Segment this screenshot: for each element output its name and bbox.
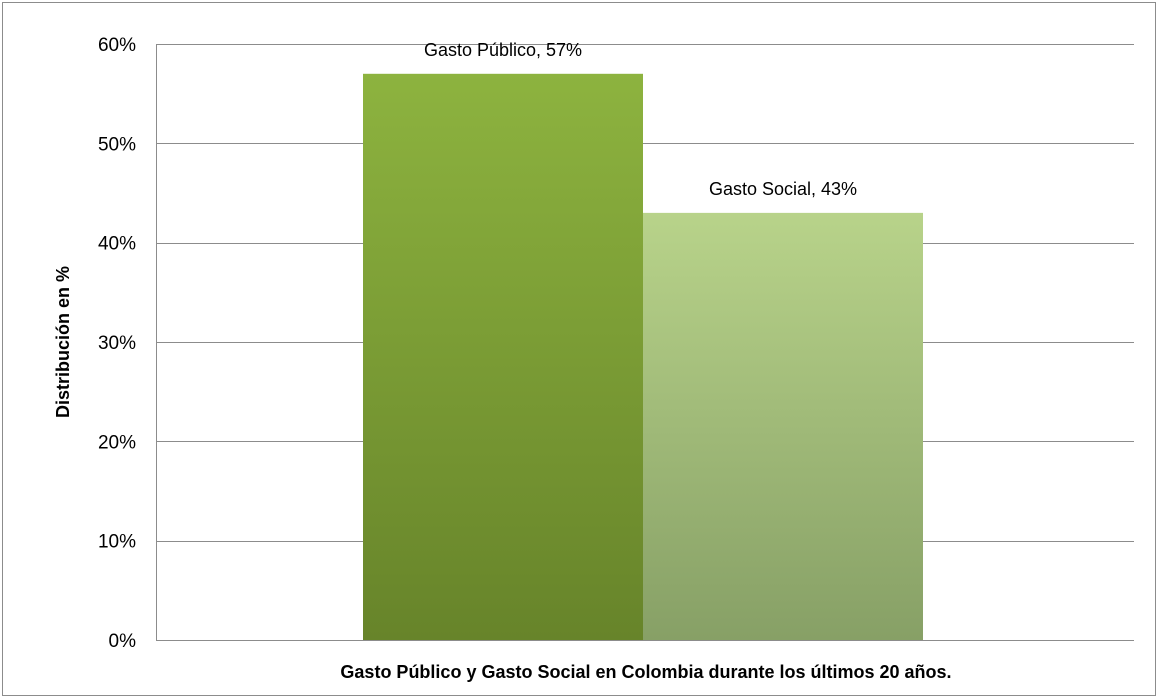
y-axis-ticks: 0% 10% 20% 30% 40% 50% 60% — [98, 35, 136, 652]
y-axis-title: Distribución en % — [53, 266, 73, 418]
bars — [363, 73, 923, 641]
data-label: Gasto Social, 43% — [709, 179, 857, 199]
y-tick-label: 50% — [98, 134, 136, 155]
y-tick-label: 0% — [109, 631, 137, 652]
y-tick-label: 60% — [98, 35, 136, 56]
bar-gasto-social — [643, 212, 923, 640]
data-label: Gasto Público, 57% — [424, 40, 582, 60]
y-tick-label: 20% — [98, 432, 136, 453]
bar-chart: 0%10%20%30%40%50%60% Gasto Público, 57%G… — [53, 35, 1134, 682]
data-labels: Gasto Público, 57% Gasto Social, 43% — [424, 40, 857, 199]
x-axis-title: Gasto Público y Gasto Social en Colombia… — [340, 662, 951, 682]
y-tick-label: 40% — [98, 234, 136, 255]
bar-gasto-publico — [363, 73, 643, 641]
y-tick-label: 30% — [98, 333, 136, 354]
y-tick-label: 10% — [98, 532, 136, 553]
